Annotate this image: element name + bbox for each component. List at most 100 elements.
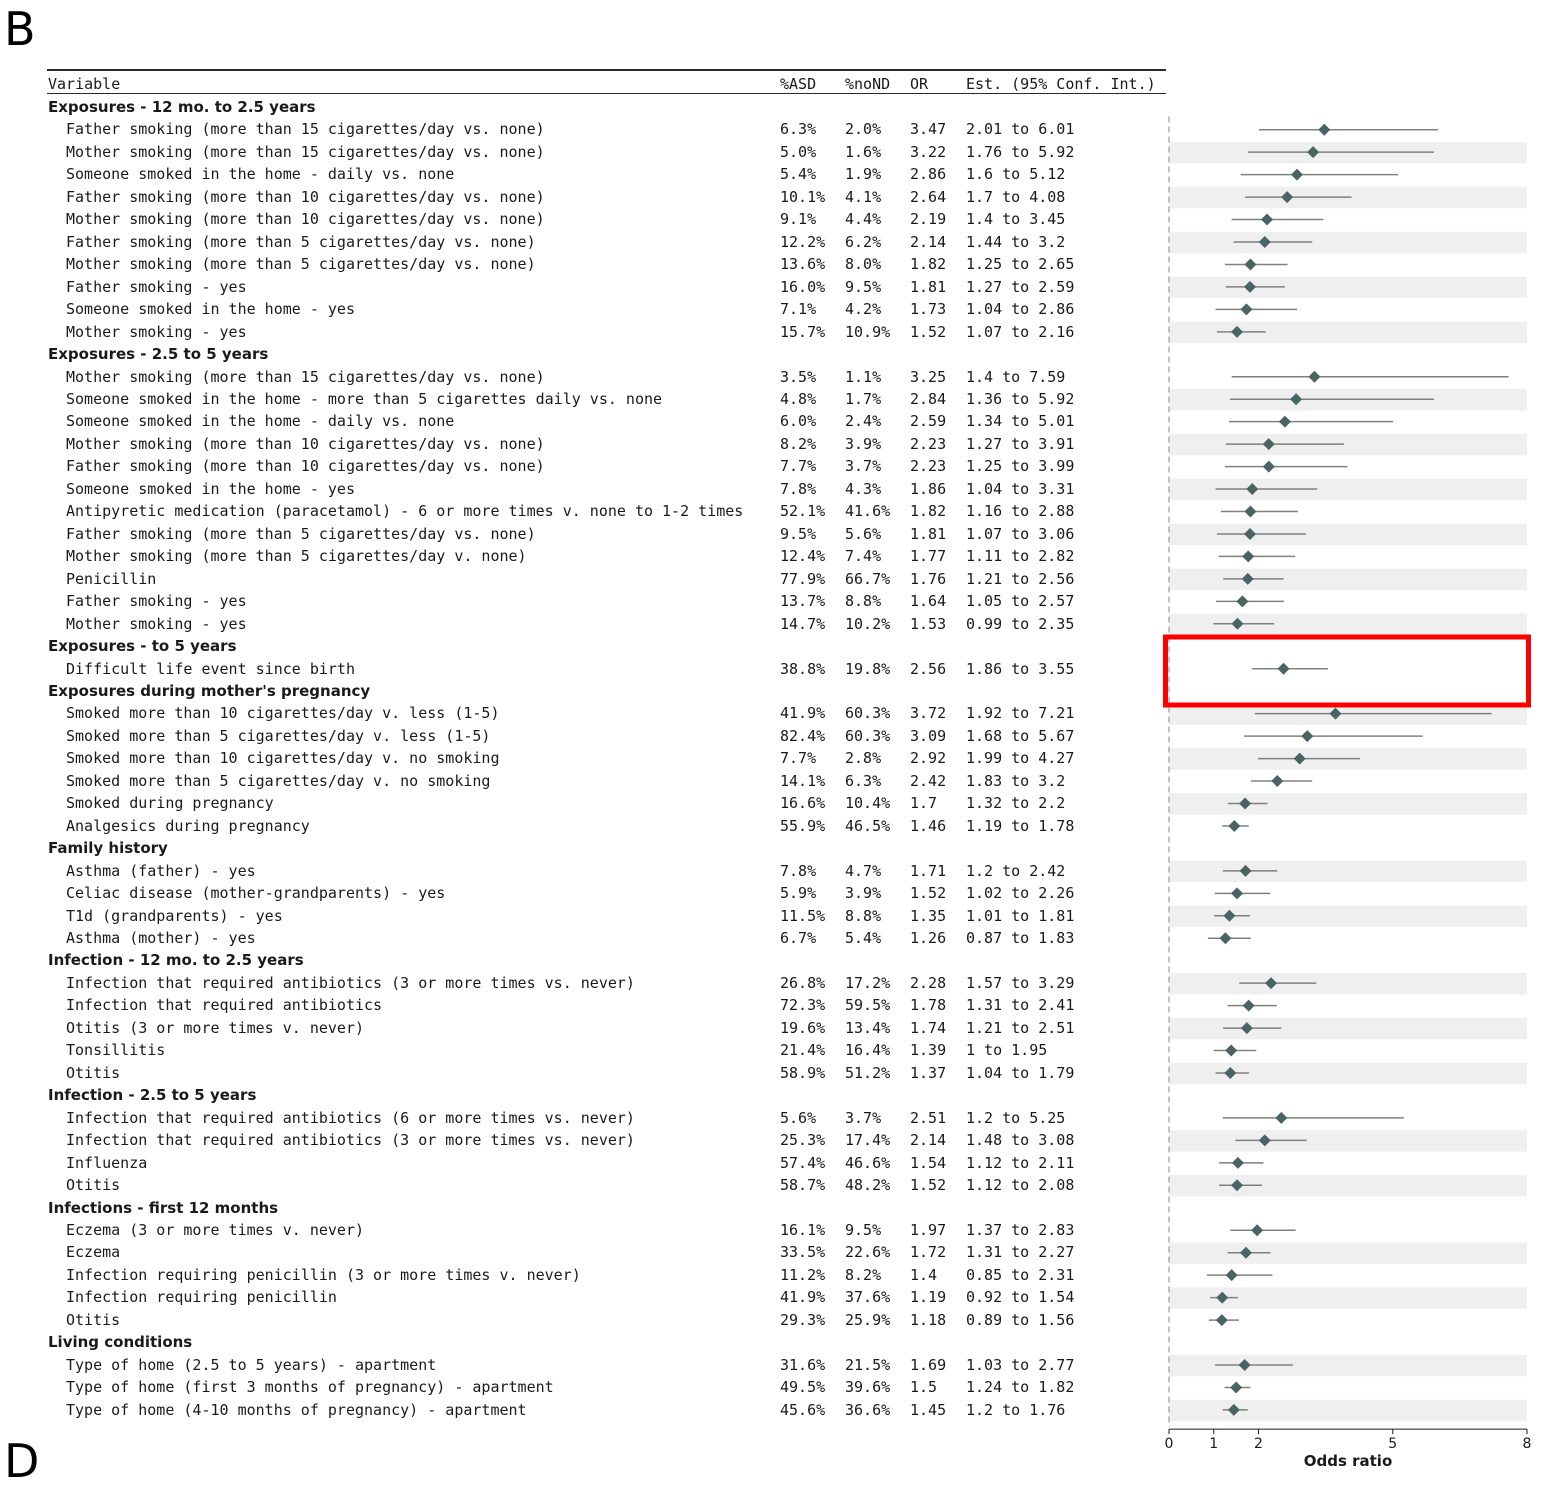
section-label: Exposures during mother's pregnancy xyxy=(48,681,371,700)
cell-ci: 1.2 to 2.42 xyxy=(966,861,1066,880)
cell-or: 1.82 xyxy=(910,502,947,521)
or-marker xyxy=(1236,595,1249,608)
cell-variable: Asthma (mother) - yes xyxy=(66,929,256,948)
cell-or: 2.42 xyxy=(910,771,947,790)
cell-asd: 29.3% xyxy=(780,1310,826,1329)
cell-nond: 17.2% xyxy=(845,973,891,992)
cell-or: 1.64 xyxy=(910,592,947,611)
or-marker xyxy=(1242,999,1255,1012)
cell-ci: 1.83 to 3.2 xyxy=(966,771,1066,790)
cell-or: 1.52 xyxy=(910,1176,947,1195)
section-header: Infection - 12 mo. to 2.5 years xyxy=(0,949,1166,971)
cell-nond: 4.2% xyxy=(845,300,882,319)
section-label: Exposures - 12 mo. to 2.5 years xyxy=(48,98,316,116)
table-row: Smoked more than 10 cigarettes/day v. le… xyxy=(0,702,1166,724)
cell-asd: 6.3% xyxy=(780,120,817,139)
table-row: Antipyretic medication (paracetamol) - 6… xyxy=(0,500,1166,522)
cell-asd: 12.2% xyxy=(780,232,826,251)
cell-or: 1.39 xyxy=(910,1041,947,1060)
or-marker xyxy=(1243,527,1256,540)
cell-asd: 3.5% xyxy=(780,367,817,386)
x-tick-label: 0 xyxy=(1165,1436,1174,1452)
table-row: Father smoking (more than 15 cigarettes/… xyxy=(0,118,1166,140)
cell-ci: 1.21 to 2.51 xyxy=(966,1018,1075,1037)
cell-variable: Father smoking (more than 10 cigarettes/… xyxy=(66,187,545,206)
cell-variable: Mother smoking (more than 5 cigarettes/d… xyxy=(66,547,527,566)
table-row: Asthma (father) - yes 7.8% 4.7% 1.71 1.2 to … xyxy=(0,860,1166,882)
or-marker xyxy=(1290,393,1303,406)
cell-or: 1.46 xyxy=(910,816,947,835)
table-row: Mother smoking - yes 15.7% 10.9% 1.52 1.07 t… xyxy=(0,321,1166,343)
x-axis-title: Odds ratio xyxy=(1304,1452,1393,1470)
table-row: Infection that required antibiotics (3 o… xyxy=(0,972,1166,994)
cell-or: 3.25 xyxy=(910,367,947,386)
cell-or: 1.76 xyxy=(910,569,947,588)
or-marker xyxy=(1265,977,1278,990)
cell-ci: 1.24 to 1.82 xyxy=(966,1378,1075,1397)
or-marker xyxy=(1240,303,1253,316)
cell-asd: 55.9% xyxy=(780,816,826,835)
ci-marks xyxy=(1163,123,1531,1416)
or-marker xyxy=(1258,1134,1271,1147)
cell-asd: 72.3% xyxy=(780,996,826,1015)
cell-or: 2.28 xyxy=(910,973,947,992)
cell-or: 1.72 xyxy=(910,1243,947,1262)
table-row: Influenza 57.4% 46.6% 1.54 1.12 to 2.11 xyxy=(0,1152,1166,1174)
table-row: Mother smoking (more than 15 cigarettes/… xyxy=(0,141,1166,163)
cell-asd: 33.5% xyxy=(780,1243,826,1262)
cell-ci: 1 to 1.95 xyxy=(966,1041,1048,1060)
cell-nond: 8.0% xyxy=(845,255,882,274)
cell-ci: 1.86 to 3.55 xyxy=(966,659,1075,678)
table-row: Father smoking - yes 16.0% 9.5% 1.81 1.27 to… xyxy=(0,276,1166,298)
table-top-rule xyxy=(47,69,1166,71)
cell-nond: 2.4% xyxy=(845,412,882,431)
or-marker xyxy=(1223,909,1236,922)
cell-ci: 0.92 to 1.54 xyxy=(966,1288,1075,1307)
row-band xyxy=(1169,1130,1527,1152)
section-label: Living conditions xyxy=(48,1333,193,1352)
cell-ci: 1.04 to 1.79 xyxy=(966,1063,1075,1082)
section-header: Living conditions xyxy=(0,1331,1166,1353)
or-marker xyxy=(1242,550,1255,563)
or-marker xyxy=(1318,123,1331,136)
cell-asd: 25.3% xyxy=(780,1131,826,1150)
cell-or: 1.26 xyxy=(910,929,947,948)
section-label: Exposures - to 5 years xyxy=(48,637,237,656)
cell-nond: 1.9% xyxy=(845,165,882,184)
cell-variable: Antipyretic medication (paracetamol) - 6… xyxy=(66,502,744,521)
or-marker xyxy=(1244,505,1257,518)
cell-ci: 1.48 to 3.08 xyxy=(966,1131,1075,1150)
cell-variable: Eczema xyxy=(66,1243,121,1262)
cell-ci: 1.37 to 2.83 xyxy=(966,1221,1075,1239)
cell-ci: 1.34 to 5.01 xyxy=(966,412,1075,431)
section-header: Infections - first 12 months xyxy=(0,1197,1166,1219)
cell-nond: 21.5% xyxy=(845,1355,891,1374)
cell-asd: 13.6% xyxy=(780,255,826,274)
or-marker xyxy=(1219,932,1232,945)
cell-ci: 1.11 to 2.82 xyxy=(966,547,1075,566)
cell-nond: 4.4% xyxy=(845,210,882,229)
cell-asd: 16.1% xyxy=(780,1221,826,1239)
cell-variable: Father smoking (more than 10 cigarettes/… xyxy=(66,457,545,476)
cell-ci: 1.2 to 5.25 xyxy=(966,1108,1066,1127)
cell-or: 3.22 xyxy=(910,142,947,161)
column-header-variable: Variable xyxy=(48,75,121,93)
cell-variable: Difficult life event since birth xyxy=(66,659,355,678)
table-row: Infection requiring penicillin (3 or mor… xyxy=(0,1264,1166,1286)
cell-asd: 41.9% xyxy=(780,704,826,723)
table-row: Mother smoking (more than 10 cigarettes/… xyxy=(0,208,1166,230)
cell-nond: 8.2% xyxy=(845,1265,882,1284)
cell-variable: Otitis xyxy=(66,1310,121,1329)
or-marker xyxy=(1293,752,1306,765)
section-header: Infection - 2.5 to 5 years xyxy=(0,1084,1166,1106)
or-marker xyxy=(1307,146,1320,159)
cell-asd: 7.1% xyxy=(780,300,817,319)
or-marker xyxy=(1246,483,1259,496)
cell-variable: Otitis xyxy=(66,1063,121,1082)
table-row: Mother smoking (more than 5 cigarettes/d… xyxy=(0,545,1166,567)
cell-nond: 6.2% xyxy=(845,232,882,251)
row-bands xyxy=(1169,141,1527,1422)
cell-nond: 25.9% xyxy=(845,1310,891,1329)
cell-asd: 16.0% xyxy=(780,277,826,296)
